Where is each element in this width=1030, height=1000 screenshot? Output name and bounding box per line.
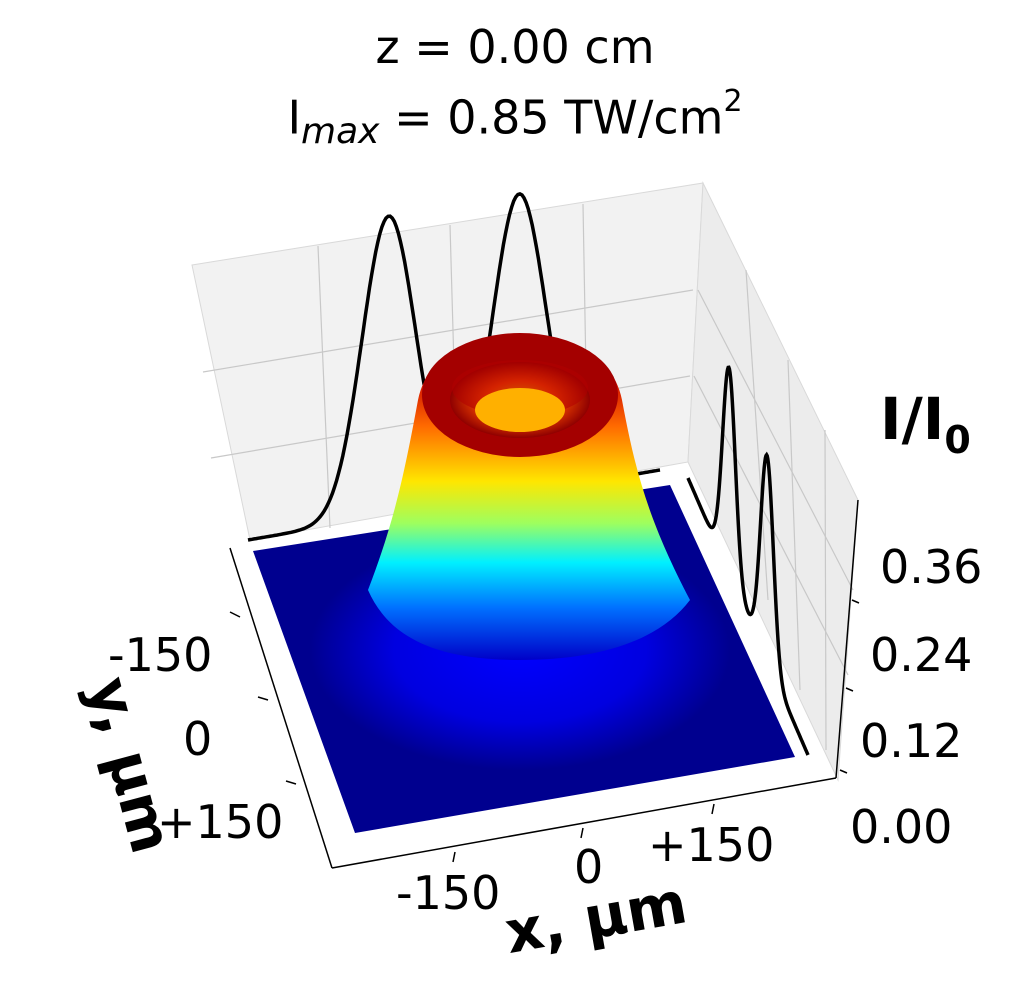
chart-title-line1: z = 0.00 cm: [375, 20, 655, 74]
z-tick-label: 0.12: [860, 714, 963, 768]
grid-line: [697, 289, 854, 591]
z-tick-label: 0.24: [870, 628, 973, 682]
title-symbol: I: [287, 90, 302, 145]
chart-title-line2: Imax = 0.85 TW/cm2: [0, 84, 1030, 152]
axis-tick: [452, 851, 456, 863]
axis-tick: [711, 803, 715, 815]
z-axis-label: I/I0: [880, 385, 971, 462]
axis-tick: [257, 696, 269, 701]
axis-tick: [285, 780, 297, 785]
y-tick-label: 0: [183, 712, 213, 766]
z-label-base: I/I: [880, 385, 945, 453]
title-superscript: 2: [723, 84, 743, 119]
z-tick-label: 0.36: [880, 540, 983, 594]
tick-marks: [229, 599, 860, 863]
grid-line: [824, 429, 827, 751]
axis-tick: [845, 687, 854, 692]
floor-edge-front: [331, 777, 837, 869]
title-subscript: max: [301, 111, 380, 153]
axis-tick: [229, 611, 241, 618]
grid-line: [745, 269, 769, 601]
projection-curve-y: [686, 365, 810, 756]
title-value: = 0.85 TW/cm: [379, 90, 724, 145]
grid-line: [317, 245, 331, 529]
z-axis-line: [835, 499, 859, 779]
z-label-subscript: 0: [944, 418, 971, 462]
grid-lines: [202, 203, 854, 751]
side-pane: [687, 181, 859, 782]
z-tick-label: 0.00: [850, 800, 953, 854]
y-tick-label: +150: [157, 795, 284, 849]
x-tick-label: -150: [396, 866, 501, 920]
x-tick-label: 0: [574, 840, 604, 894]
y-tick-label: -150: [108, 628, 213, 682]
axis-tick: [839, 769, 848, 774]
axis-tick: [851, 599, 860, 604]
floor-edge-left: [229, 547, 333, 869]
surface-ring-center: [475, 388, 565, 432]
grid-line: [202, 289, 694, 373]
axis-tick: [580, 827, 584, 839]
x-tick-label: +150: [648, 818, 775, 872]
grid-line: [787, 359, 801, 691]
